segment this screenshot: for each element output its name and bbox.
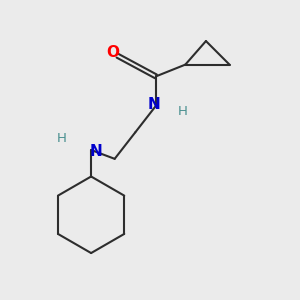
- Text: N: N: [148, 97, 161, 112]
- Text: H: H: [178, 105, 187, 118]
- Text: H: H: [57, 132, 67, 145]
- Text: O: O: [107, 45, 120, 60]
- Text: N: N: [89, 144, 102, 159]
